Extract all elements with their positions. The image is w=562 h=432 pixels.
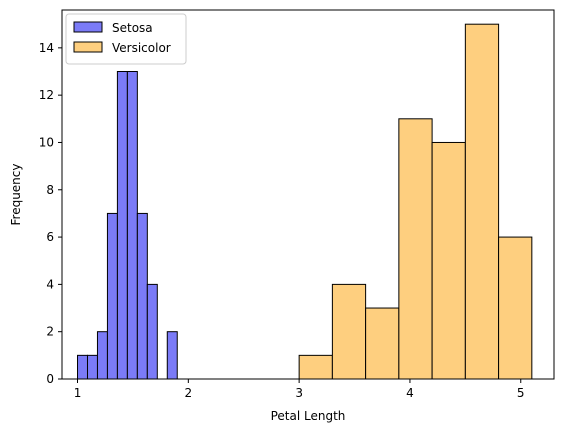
bar-setosa-1 bbox=[86, 354, 98, 380]
y-tick-label: 10 bbox=[39, 135, 54, 149]
x-tick-label: 5 bbox=[517, 386, 525, 400]
y-ticks: 0 2 4 6 8 10 12 14 bbox=[39, 41, 62, 386]
bar-versicolor-6 bbox=[498, 236, 533, 380]
bar-setosa-6 bbox=[136, 212, 148, 380]
x-ticks: 1 2 3 4 5 bbox=[74, 379, 525, 400]
bar-versicolor-3 bbox=[398, 118, 433, 380]
bar-versicolor-5 bbox=[464, 23, 500, 380]
bar-versicolor-1 bbox=[331, 283, 367, 380]
y-tick-label: 8 bbox=[46, 183, 54, 197]
y-tick-label: 6 bbox=[46, 230, 54, 244]
legend-label-versicolor: Versicolor bbox=[112, 41, 171, 55]
y-tick-label: 14 bbox=[39, 41, 54, 55]
bars-group bbox=[77, 23, 533, 380]
bar-setosa-0 bbox=[77, 354, 88, 380]
y-axis-label: Frequency bbox=[9, 164, 23, 226]
x-axis-label: Petal Length bbox=[271, 409, 346, 423]
x-tick-label: 1 bbox=[74, 386, 82, 400]
bar-setosa-5 bbox=[126, 71, 138, 380]
bar-versicolor-2 bbox=[365, 307, 400, 380]
bar-setosa-9 bbox=[166, 331, 178, 380]
bar-versicolor-0 bbox=[298, 354, 333, 380]
bar-setosa-3 bbox=[106, 212, 118, 380]
y-tick-label: 12 bbox=[39, 88, 54, 102]
bar-setosa-4 bbox=[116, 71, 128, 380]
legend-swatch-versicolor bbox=[73, 41, 103, 53]
bar-setosa-7 bbox=[146, 283, 158, 380]
x-tick-label: 3 bbox=[295, 386, 303, 400]
x-tick-label: 2 bbox=[185, 386, 193, 400]
bar-setosa-2 bbox=[96, 331, 108, 380]
y-tick-label: 0 bbox=[46, 372, 54, 386]
legend-label-setosa: Setosa bbox=[112, 21, 153, 35]
plot-frame bbox=[61, 9, 555, 380]
y-tick-label: 2 bbox=[46, 325, 54, 339]
y-tick-label: 4 bbox=[46, 277, 54, 291]
legend-swatch-setosa bbox=[73, 21, 103, 33]
bar-versicolor-4 bbox=[431, 141, 466, 380]
x-tick-label: 4 bbox=[406, 386, 414, 400]
legend: Setosa Versicolor bbox=[65, 13, 187, 65]
